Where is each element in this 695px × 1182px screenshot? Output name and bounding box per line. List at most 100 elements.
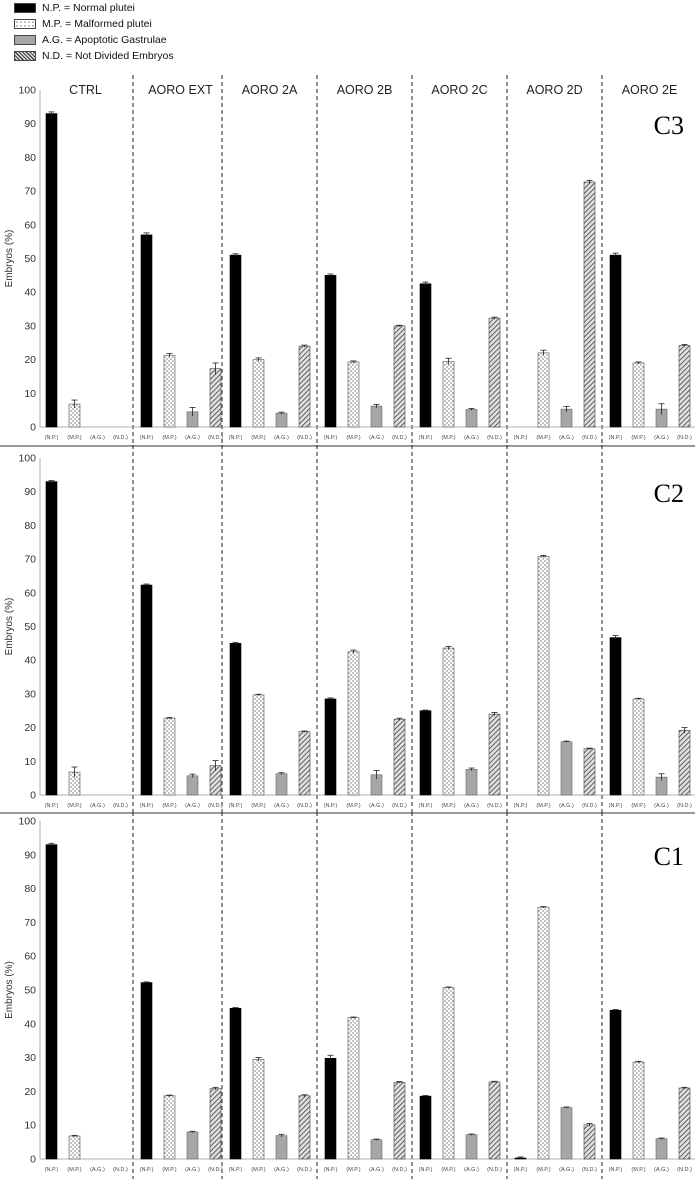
bar-category-label: (A.G.)	[654, 803, 669, 809]
bar-np	[324, 1057, 337, 1160]
bar-ag	[275, 773, 288, 796]
bar-mp	[632, 698, 645, 796]
bar-category-label: (A.G.)	[559, 1167, 574, 1173]
bar-category-label: (N.D.)	[297, 1167, 312, 1173]
bar-mp	[632, 362, 645, 428]
bar-category-label: (N.P.)	[419, 803, 433, 809]
legend-swatch-ag	[14, 35, 36, 45]
y-tick-label: 10	[24, 1120, 36, 1132]
bar-ag	[186, 1131, 199, 1160]
group-label: AORO 2D	[526, 83, 582, 97]
group-label: AORO 2B	[337, 83, 393, 97]
bar-category-label: (A.G.)	[654, 1167, 669, 1173]
y-tick-label: 80	[24, 883, 36, 895]
bar-ag	[275, 1135, 288, 1160]
bar-nd	[209, 1088, 222, 1160]
bar-ag	[275, 412, 288, 428]
bar-ag	[465, 769, 478, 796]
bar-mp	[537, 556, 550, 796]
group-label: CTRL	[69, 83, 102, 97]
bar-category-label: (N.P.)	[140, 1167, 154, 1173]
bar-np	[419, 283, 432, 428]
group-label: AORO 2A	[242, 83, 298, 97]
bar-category-label: (N.P.)	[324, 1167, 338, 1173]
y-tick-label: 60	[24, 951, 36, 963]
bar-category-label: (A.G.)	[185, 1167, 200, 1173]
group-label: AORO 2E	[622, 83, 678, 97]
bar-category-label: (N.D.)	[113, 803, 128, 809]
bar-category-label: (A.G.)	[90, 803, 105, 809]
y-tick-label: 80	[24, 152, 36, 164]
bar-np	[45, 113, 58, 428]
y-tick-label: 100	[18, 816, 36, 828]
bar-np	[324, 698, 337, 796]
bar-np	[229, 254, 242, 428]
bar-category-label: (A.G.)	[464, 435, 479, 441]
bar-ag	[560, 741, 573, 796]
bar-category-label: (M.P.)	[441, 1167, 455, 1173]
bar-category-label: (N.P.)	[45, 1167, 59, 1173]
bar-np	[229, 1007, 242, 1160]
y-tick-label: 20	[24, 1086, 36, 1098]
bar-category-label: (N.D.)	[677, 1167, 692, 1173]
legend-label-ag: A.G. = Apoptotic Gastrulae	[42, 34, 167, 46]
bar-category-label: (N.D.)	[297, 803, 312, 809]
chart-panel-C3: 0 10 20 30 40 50 60 70 80 90 100 Embryos (%) C3 CTRL A…	[4, 75, 695, 447]
bar-mp	[347, 1017, 360, 1160]
legend-swatch-np	[14, 3, 36, 13]
y-tick-label: 50	[24, 253, 36, 265]
legend-swatch-mp	[14, 19, 36, 29]
y-tick-label: 20	[24, 722, 36, 734]
bar-nd	[393, 718, 406, 796]
y-tick-label: 0	[30, 1154, 36, 1166]
bar-category-label: (M.P.)	[67, 803, 81, 809]
bar-nd	[298, 345, 311, 428]
bar-category-label: (N.P.)	[140, 803, 154, 809]
bar-category-label: (M.P.)	[251, 1167, 265, 1173]
legend-label-np: N.P. = Normal plutei	[42, 2, 135, 14]
legend-label-mp: M.P. = Malformed plutei	[42, 18, 152, 30]
y-tick-label: 30	[24, 1052, 36, 1064]
bar-category-label: (A.G.)	[464, 1167, 479, 1173]
bar-category-label: (N.D.)	[487, 1167, 502, 1173]
bar-nd	[488, 713, 501, 796]
bar-ag	[465, 1134, 478, 1160]
bar-mp	[537, 352, 550, 428]
bar-mp	[252, 1058, 265, 1160]
y-tick-label: 30	[24, 688, 36, 700]
legend-item-ag: A.G. = Apoptotic Gastrulae	[14, 32, 167, 48]
bar-np	[419, 1095, 432, 1160]
y-axis-label: Embryos (%)	[4, 961, 15, 1019]
y-tick-label: 0	[30, 790, 36, 802]
bar-category-label: (A.G.)	[369, 803, 384, 809]
bar-category-label: (N.D.)	[582, 803, 597, 809]
bar-category-label: (A.G.)	[274, 1167, 289, 1173]
bar-np	[609, 254, 622, 428]
bar-nd	[298, 1095, 311, 1160]
bar-ag	[370, 405, 383, 428]
y-tick-label: 90	[24, 118, 36, 130]
bar-nd	[678, 345, 691, 428]
bar-category-label: (M.P.)	[441, 803, 455, 809]
bar-category-label: (M.P.)	[536, 803, 550, 809]
bar-category-label: (M.P.)	[251, 803, 265, 809]
bar-category-label: (A.G.)	[274, 803, 289, 809]
bar-category-label: (N.D.)	[208, 435, 223, 441]
legend-item-mp: M.P. = Malformed plutei	[14, 16, 152, 32]
legend-label-nd: N.D. = Not Divided Embryos	[42, 50, 174, 62]
bar-category-label: (N.D.)	[392, 1167, 407, 1173]
bar-np	[609, 637, 622, 796]
bar-category-label: (N.D.)	[392, 803, 407, 809]
bar-category-label: (A.G.)	[654, 435, 669, 441]
bar-nd	[583, 1124, 596, 1160]
bar-category-label: (N.P.)	[45, 435, 59, 441]
bar-nd	[583, 181, 596, 428]
bar-category-label: (N.D.)	[297, 435, 312, 441]
y-tick-label: 20	[24, 354, 36, 366]
bar-category-label: (M.P.)	[162, 435, 176, 441]
bar-nd	[583, 748, 596, 796]
bar-category-label: (A.G.)	[90, 1167, 105, 1173]
bar-category-label: (N.D.)	[113, 1167, 128, 1173]
bar-nd	[488, 1081, 501, 1160]
